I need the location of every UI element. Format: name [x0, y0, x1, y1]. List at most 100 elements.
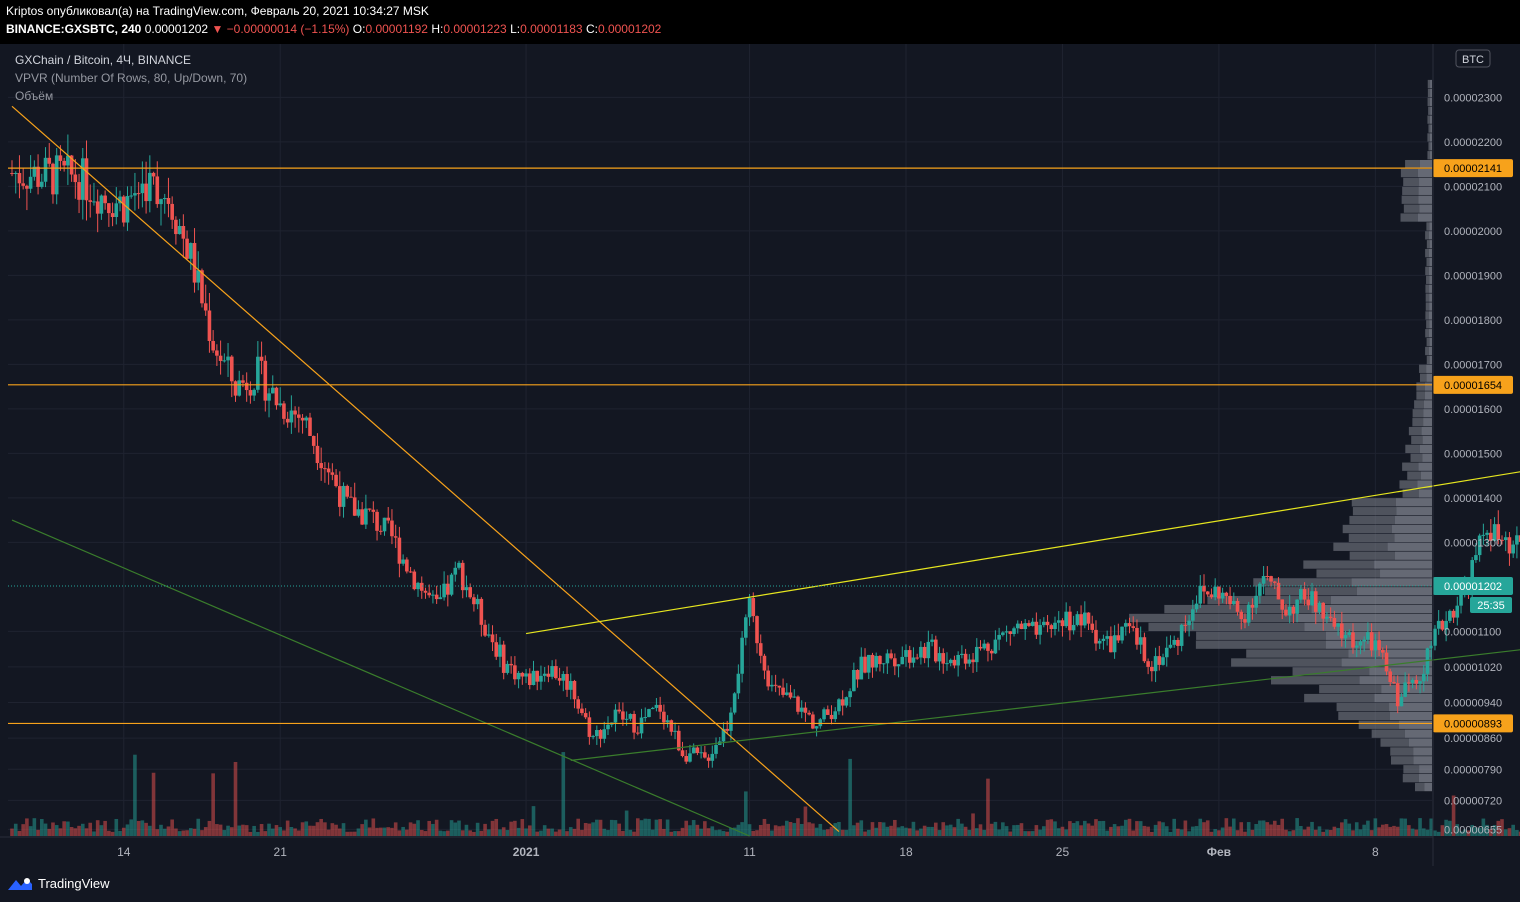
- candle-body: [1470, 560, 1474, 593]
- vpvr-bar-down: [1423, 409, 1432, 418]
- volume-bar: [811, 823, 815, 836]
- volume-bar: [140, 820, 145, 836]
- candle-body: [349, 496, 353, 498]
- volume-bar: [367, 827, 372, 836]
- symbol-name[interactable]: BINANCE:GXSBTC, 240: [6, 22, 142, 36]
- candle-body: [99, 195, 104, 214]
- volume-bar: [99, 825, 104, 836]
- candle-body: [1146, 661, 1150, 667]
- volume-bar: [1019, 823, 1024, 836]
- volume-bar: [825, 829, 830, 836]
- volume-bar: [103, 820, 107, 836]
- vpvr-bar-up: [1403, 177, 1420, 187]
- candle-body: [62, 160, 66, 166]
- vpvr-bar-up: [1401, 195, 1419, 204]
- candle-body: [1381, 649, 1385, 653]
- candle-body: [293, 410, 297, 415]
- volume-bar: [349, 831, 353, 836]
- x-tick-label: 11: [743, 845, 756, 859]
- candle-body: [777, 685, 782, 688]
- volume-bar: [229, 827, 234, 836]
- vpvr-bar-up: [1390, 747, 1414, 756]
- candle-body: [1015, 623, 1020, 629]
- candle-body: [1444, 620, 1448, 630]
- volume-bar: [1421, 828, 1426, 836]
- candle-body: [1246, 604, 1251, 623]
- volume-bar: [978, 824, 983, 836]
- volume-bar: [148, 825, 152, 836]
- candle-body: [1232, 601, 1236, 605]
- vpvr-bar-up: [1148, 622, 1305, 632]
- candle-body: [107, 203, 111, 214]
- vpvr-bar-down: [1374, 693, 1432, 703]
- candle-body: [28, 176, 33, 189]
- volume-bar: [1209, 831, 1214, 836]
- vpvr-bar-up: [1207, 596, 1331, 605]
- volume-bar: [479, 830, 484, 836]
- volume-bar: [1202, 822, 1206, 836]
- candle-body: [1064, 611, 1068, 627]
- vpvr-legend[interactable]: VPVR (Number Of Rows, 80, Up/Down, 70): [15, 71, 248, 85]
- volume-bar: [1246, 822, 1251, 836]
- volume-bar: [289, 826, 294, 836]
- vpvr-bar-up: [1405, 159, 1420, 169]
- candle-body: [297, 414, 301, 418]
- candle-body: [270, 387, 275, 394]
- high-label: H:: [431, 22, 444, 36]
- vpvr-bar-up: [1316, 569, 1381, 578]
- volume-bar: [1116, 826, 1121, 836]
- volume-bar: [1310, 821, 1314, 836]
- candle-body: [259, 356, 264, 361]
- volume-bar: [1354, 822, 1359, 836]
- volume-bar: [118, 830, 122, 836]
- volume-bar: [1205, 820, 1210, 836]
- candle-body: [747, 598, 752, 618]
- volume-bar: [639, 820, 644, 836]
- volume-bar: [956, 818, 960, 836]
- candle-body: [51, 163, 55, 195]
- volume-bar: [1384, 824, 1389, 836]
- candle-body: [1354, 645, 1359, 648]
- volume-bar: [960, 823, 964, 836]
- tradingview-brand[interactable]: TradingView: [8, 876, 110, 891]
- candle-body: [352, 497, 357, 516]
- volume-bar: [1123, 819, 1128, 836]
- volume-bar: [181, 830, 186, 836]
- candle-body: [1421, 673, 1426, 682]
- vpvr-bar-up: [1425, 293, 1430, 302]
- candle-body: [475, 598, 480, 605]
- chart-area[interactable]: 0.00002141 0.00001654 0.00000893 0.00001202…: [0, 44, 1520, 866]
- volume-bar: [1127, 818, 1132, 836]
- candle-body: [1369, 632, 1374, 651]
- candle-body: [468, 587, 472, 598]
- candle-body: [1451, 610, 1456, 618]
- volume-bar: [125, 824, 130, 836]
- volume-bar: [1340, 822, 1344, 836]
- volume-bar: [371, 818, 376, 836]
- candle-body: [621, 711, 625, 720]
- candle-body: [1351, 632, 1355, 648]
- candle-body: [1038, 625, 1042, 635]
- volume-legend[interactable]: Объём: [15, 89, 54, 103]
- candle-body: [926, 641, 931, 659]
- volume-bar: [889, 825, 893, 836]
- volume-bar: [144, 822, 148, 836]
- volume-bar: [133, 754, 137, 836]
- vpvr-bar-down: [1396, 507, 1432, 516]
- vpvr-bar-up: [1246, 649, 1349, 658]
- candle-body: [1001, 632, 1005, 635]
- candle-body: [1518, 535, 1520, 542]
- volume-bar: [40, 819, 44, 836]
- volume-bar: [777, 826, 782, 836]
- vpvr-bar-up: [1426, 240, 1430, 249]
- volume-bar: [1325, 829, 1329, 836]
- candle-body: [121, 196, 126, 223]
- volume-bar: [1168, 831, 1173, 836]
- candle-body: [788, 692, 793, 698]
- vpvr-bar-down: [1429, 337, 1432, 347]
- candle-body: [941, 653, 946, 664]
- volume-bar: [963, 826, 968, 836]
- candle-body: [1209, 594, 1214, 598]
- price-chart[interactable]: 0.00002141 0.00001654 0.00000893 0.00001202…: [0, 44, 1520, 866]
- volume-bar: [926, 826, 931, 836]
